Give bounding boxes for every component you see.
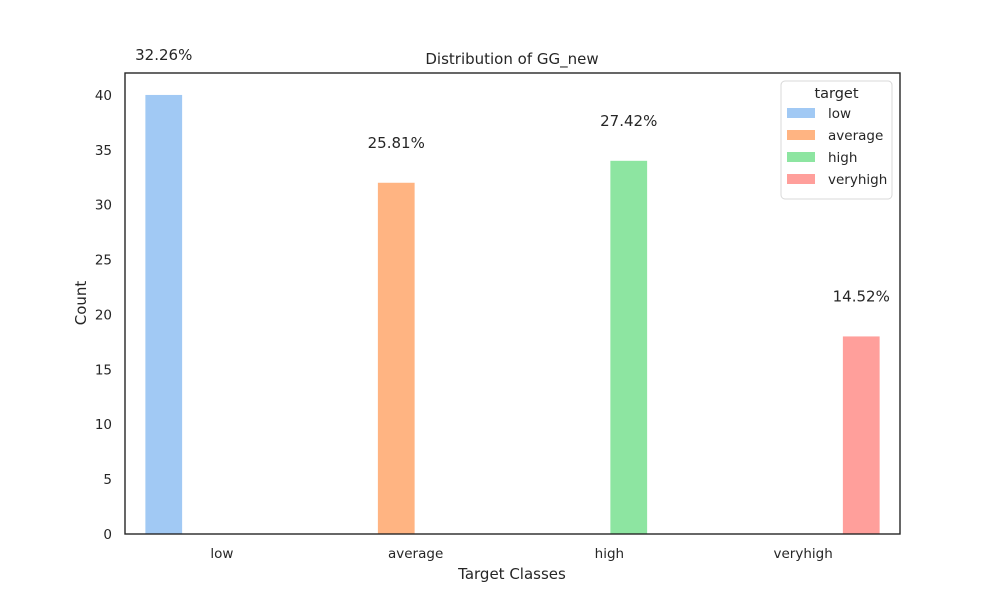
bar-veryhigh — [842, 336, 880, 534]
y-tick-label: 15 — [95, 362, 112, 378]
legend-label-low: low — [828, 106, 851, 122]
legend-swatch-high — [787, 152, 815, 162]
y-tick-label: 5 — [103, 472, 112, 488]
y-axis-label: Count — [72, 281, 90, 326]
plot-frame — [124, 72, 901, 535]
bar-annotations: 32.26% 25.81% 27.42% 14.52% — [135, 46, 890, 305]
y-tick-label: 35 — [95, 143, 112, 159]
legend-label-high: high — [828, 150, 857, 166]
y-tick-label: 20 — [95, 307, 112, 323]
legend-title: target — [814, 86, 858, 102]
bar-average — [377, 182, 415, 534]
y-tick-label: 0 — [103, 527, 112, 543]
y-axis-ticks: 0 5 10 15 20 25 30 35 40 — [95, 88, 112, 543]
x-tick-label: veryhigh — [773, 546, 832, 562]
x-tick-label: high — [595, 546, 624, 562]
y-tick-label: 10 — [95, 417, 112, 433]
x-axis-label: Target Classes — [457, 565, 566, 583]
y-tick-label: 30 — [95, 198, 112, 214]
legend-swatch-veryhigh — [787, 174, 815, 184]
x-tick-label: average — [388, 546, 443, 562]
x-axis-ticks: low average high veryhigh — [210, 546, 832, 562]
chart-title: Distribution of GG_new — [425, 50, 598, 69]
legend: target low average high veryhigh — [780, 80, 893, 200]
legend-swatch-low — [787, 108, 815, 118]
bar-annotation-high: 27.42% — [600, 112, 657, 130]
bar-annotation-veryhigh: 14.52% — [833, 287, 890, 305]
y-tick-label: 25 — [95, 253, 112, 269]
x-tick-label: low — [210, 546, 233, 562]
y-tick-label: 40 — [95, 88, 112, 104]
bar-annotation-average: 25.81% — [368, 134, 425, 152]
bars-group — [145, 94, 880, 535]
legend-label-veryhigh: veryhigh — [828, 172, 887, 188]
bar-high — [610, 160, 648, 535]
legend-label-average: average — [828, 128, 883, 144]
bar-annotation-low: 32.26% — [135, 46, 192, 64]
bar-low — [145, 94, 183, 534]
legend-swatch-average — [787, 130, 815, 140]
